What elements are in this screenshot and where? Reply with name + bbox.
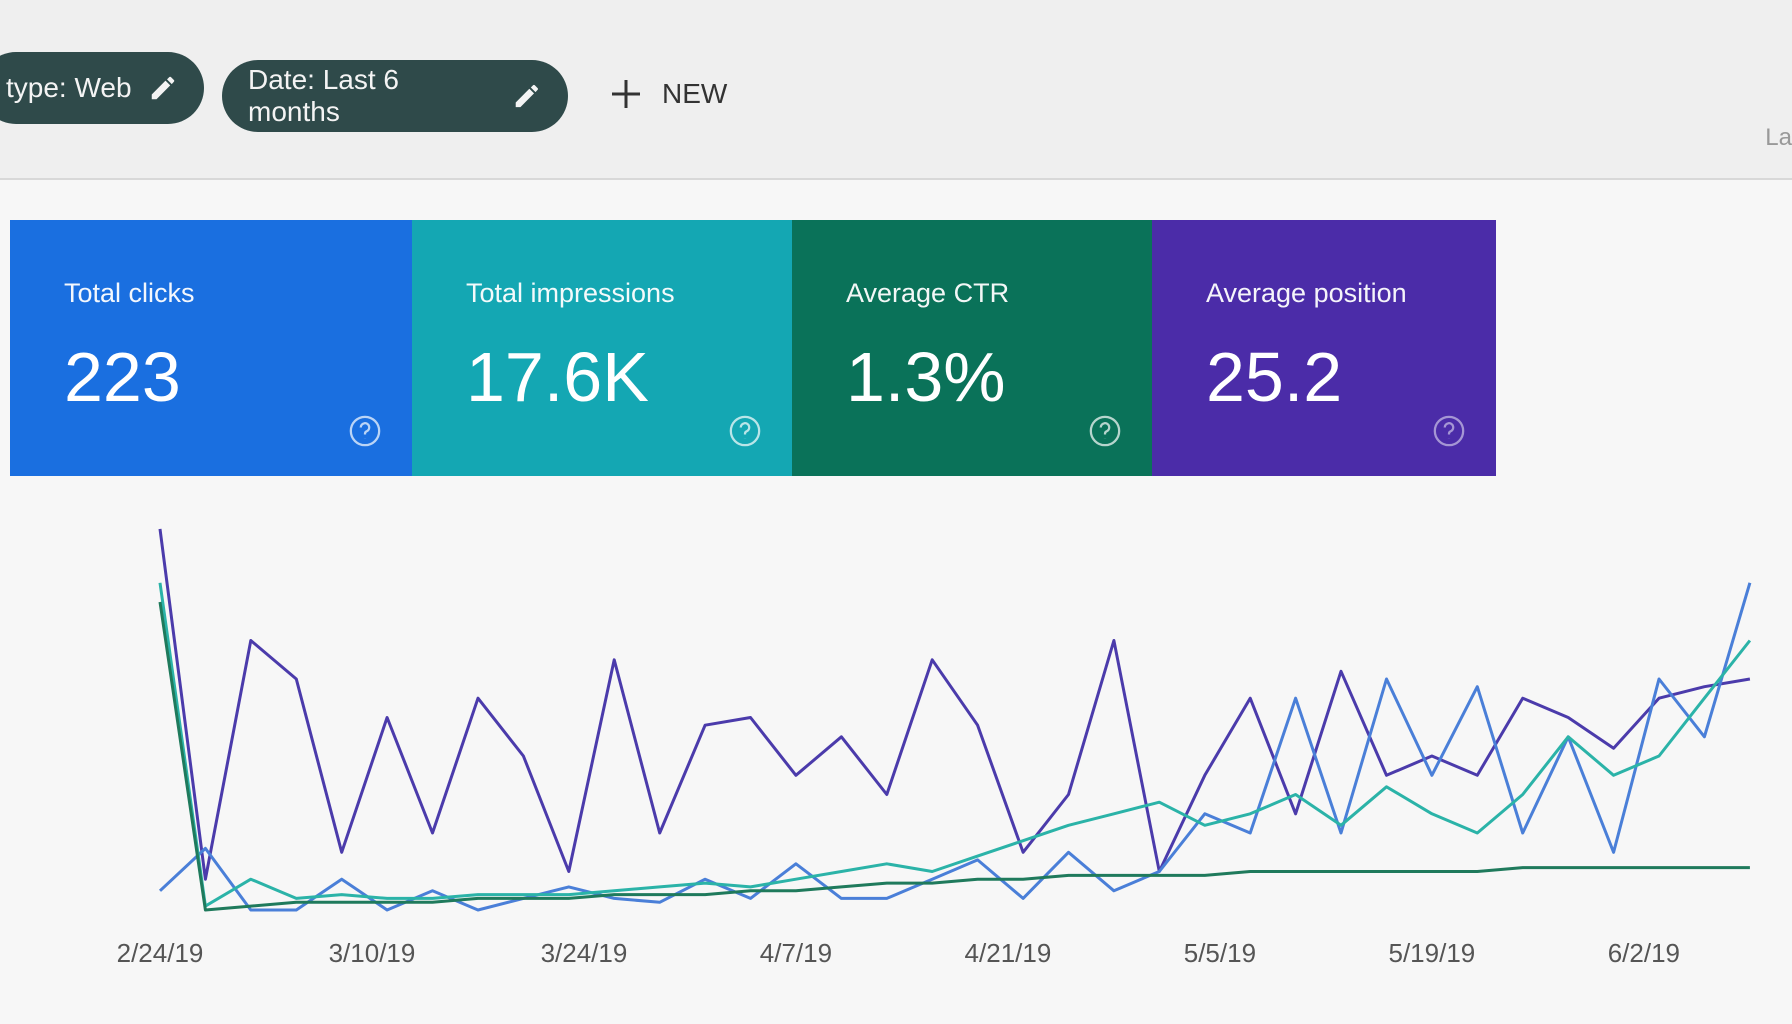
metric-card[interactable]: Average position 25.2 [1152,220,1496,476]
cropped-text: La [1765,124,1792,151]
edit-icon [151,76,174,100]
metric-label: Total clicks [64,278,195,308]
x-tick-label: 3/10/19 [329,938,416,968]
metric-value: 1.3% [846,338,1006,416]
metric-card[interactable]: Average CTR 1.3% [792,220,1152,476]
metric-card[interactable]: Total clicks 223 [10,220,412,476]
help-icon[interactable] [1432,414,1466,448]
metric-label: Total impressions [466,278,675,308]
help-icon[interactable] [348,414,382,448]
series-line [158,582,1752,908]
metric-value: 17.6K [466,338,649,416]
edit-icon [515,84,539,108]
filter-chip[interactable]: type: Web [0,52,204,124]
metric-value: 223 [64,338,181,416]
new-label: NEW [662,78,728,109]
help-icon[interactable] [1088,414,1122,448]
plus-icon [612,80,640,108]
x-tick-label: 5/19/19 [1389,938,1476,968]
metric-card[interactable]: Total impressions 17.6K [412,220,792,476]
filter-chip[interactable]: Date: Last 6 months [222,60,568,132]
metric-label: Average position [1206,278,1407,308]
help-icon[interactable] [728,414,762,448]
chip-label: type: Web [6,72,132,103]
series-line [158,582,1752,912]
performance-chart: 2/24/19 3/10/19 3/24/19 4/7/19 4/21/19 5/5/19… [117,528,1752,968]
chip-label: Date: Last 6 months [248,64,399,127]
x-tick-label: 4/7/19 [760,938,832,968]
metric-value: 25.2 [1206,338,1343,416]
x-tick-label: 6/2/19 [1608,938,1680,968]
x-tick-label: 3/24/19 [541,938,628,968]
new-filter-button[interactable]: NEW [610,78,727,110]
x-tick-label: 4/21/19 [965,938,1052,968]
filter-bar: type: Web Date: Last 6 months NEW La [0,0,1792,180]
series-line [158,601,1750,912]
x-tick-label: 5/5/19 [1184,938,1256,968]
x-tick-label: 2/24/19 [117,938,204,968]
metric-label: Average CTR [846,278,1010,308]
series-line [158,528,1751,881]
